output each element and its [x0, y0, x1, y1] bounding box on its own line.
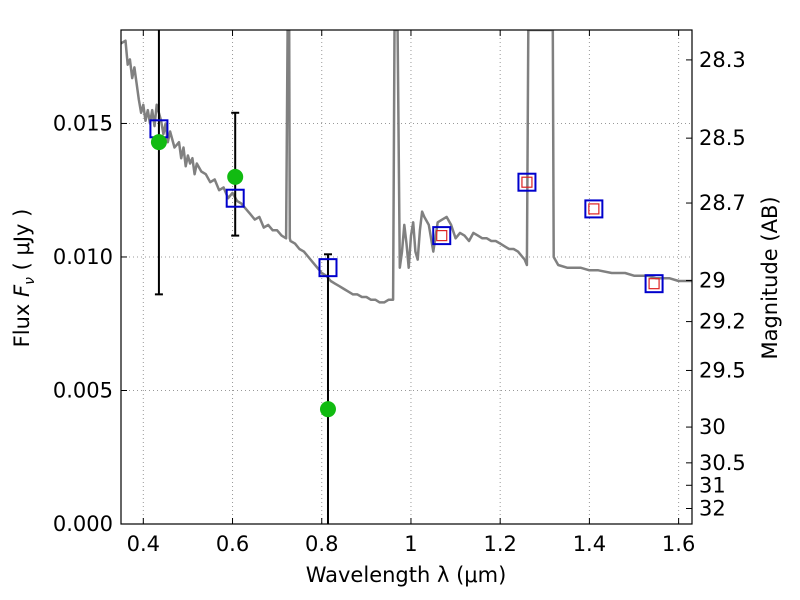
model-band-square	[432, 226, 452, 246]
model-band-square	[225, 188, 245, 208]
x-tick-label: 0.6	[216, 532, 249, 556]
model-band-inner-square	[648, 278, 660, 290]
y-axis-label-sub: ν	[22, 277, 38, 285]
observed-point-layer	[150, 134, 336, 418]
y-axis-label-symbol: F	[10, 284, 34, 297]
y2-tick-label: 31	[699, 473, 726, 497]
grid-lines	[121, 30, 692, 525]
x-tick-label: 0.4	[127, 532, 160, 556]
observed-point	[227, 168, 244, 185]
y2-tick-label: 30.5	[699, 451, 746, 475]
model-spectrum-line	[121, 30, 692, 304]
x-tick-label: 1.4	[573, 532, 606, 556]
y2-tick-label: 30	[699, 415, 726, 439]
observed-point	[150, 134, 167, 151]
y2-tick-label: 28.7	[699, 191, 746, 215]
x-ticks: 0.4 0.6 0.8 1 1.2 1.4 1.6	[127, 30, 695, 556]
y-tick-label: 0.000	[53, 512, 113, 536]
model-band-square	[584, 199, 604, 219]
y-tick-label: 0.015	[53, 111, 113, 135]
y2-tick-label: 28.3	[699, 48, 746, 72]
y2-tick-label: 28.5	[699, 126, 746, 150]
y-axis-label-prefix: Flux	[10, 297, 34, 347]
y2-tick-label: 29	[699, 268, 726, 292]
plot-frame	[120, 29, 693, 525]
model-band-square	[318, 258, 338, 278]
model-band-square	[517, 172, 537, 192]
y2-tick-label: 32	[699, 497, 726, 521]
y-axis-label-suffix: ( μJy )	[10, 209, 34, 277]
y-ticks: 0.000 0.005 0.010 0.015	[53, 111, 127, 536]
x-tick-label: 1	[404, 532, 417, 556]
x-tick-label: 1.2	[483, 532, 516, 556]
model-spectrum-layer	[121, 30, 692, 304]
y-tick-label: 0.010	[53, 245, 113, 269]
y2-tick-label: 29.5	[699, 358, 746, 382]
x-tick-label: 0.8	[305, 532, 338, 556]
observed-point	[319, 401, 336, 418]
y2-axis-label: Magnitude (AB)	[758, 196, 782, 359]
x-axis-label: Wavelength λ (μm)	[306, 563, 507, 587]
model-band-inner-square	[521, 176, 533, 188]
y2-tick-label: 29.2	[699, 310, 746, 334]
model-band-square	[644, 274, 664, 294]
errorbar-layer	[154, 30, 332, 524]
model-band-inner-square	[436, 230, 448, 242]
x-tick-label: 1.6	[662, 532, 695, 556]
model-band-inner-square	[588, 203, 600, 215]
model-band-layer	[149, 119, 664, 294]
y-axis-label: Flux Fν ( μJy )	[10, 209, 38, 348]
y-tick-label: 0.005	[53, 378, 113, 402]
